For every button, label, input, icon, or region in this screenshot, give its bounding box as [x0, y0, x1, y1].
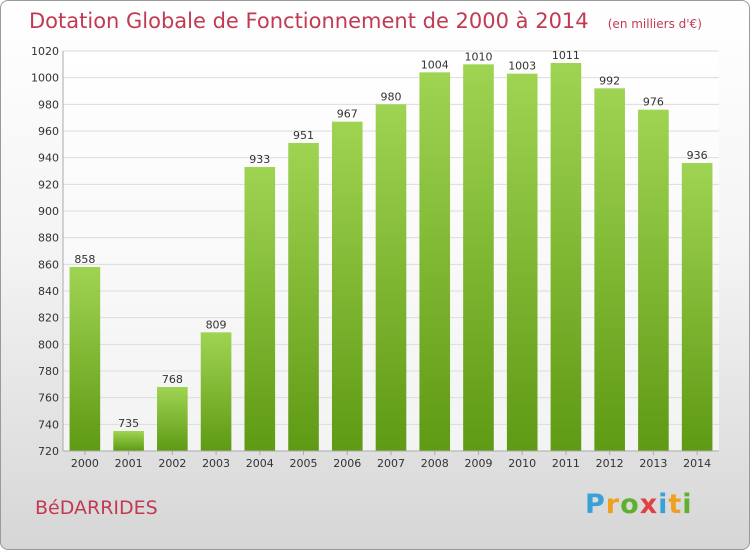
bar-2014 — [681, 163, 713, 451]
data-label: 933 — [249, 153, 270, 166]
y-tick-label: 820 — [38, 312, 59, 325]
y-tick-label: 1020 — [31, 45, 59, 58]
x-tick-label: 2001 — [115, 457, 143, 470]
data-label: 976 — [643, 96, 664, 109]
x-tick-label: 2005 — [290, 457, 318, 470]
data-label: 768 — [162, 373, 183, 386]
data-label: 858 — [74, 253, 95, 266]
data-label: 980 — [381, 90, 402, 103]
axis-layer: 720 740 760 780 800 820 840 860 880 900 920 940 960 9… — [31, 45, 719, 470]
data-label: 1010 — [464, 50, 492, 63]
y-tick-label: 720 — [38, 445, 59, 458]
bar-2001 — [113, 431, 144, 451]
bar-layer — [69, 63, 713, 452]
brand-letter: t — [668, 489, 683, 520]
y-tick-label: 740 — [38, 418, 59, 431]
x-tick-label: 2006 — [333, 457, 361, 470]
title-row: Dotation Globale de Fonctionnement de 20… — [29, 9, 702, 33]
y-tick-label: 960 — [38, 125, 59, 138]
bar-2012 — [594, 88, 625, 451]
bar-2007 — [375, 104, 407, 451]
y-tick-label: 800 — [38, 338, 59, 351]
data-label: 1004 — [421, 58, 449, 71]
brand-letter: r — [605, 489, 621, 520]
y-tick-label: 920 — [38, 178, 59, 191]
x-tick-label: 2004 — [246, 457, 274, 470]
x-tick-label: 2010 — [508, 457, 536, 470]
y-tick-label: 980 — [38, 98, 59, 111]
y-tick-label: 940 — [38, 152, 59, 165]
commune-name: BéDARRIDES — [35, 497, 158, 519]
x-tick-label: 2002 — [158, 457, 186, 470]
x-tick-label: 2000 — [71, 457, 99, 470]
bar-2000 — [69, 267, 101, 451]
bar-2008 — [419, 72, 451, 451]
x-tick-label: 2007 — [377, 457, 405, 470]
bar-2011 — [550, 63, 582, 451]
y-tick-label: 840 — [38, 285, 59, 298]
y-tick-label: 760 — [38, 392, 59, 405]
bar-2009 — [463, 64, 494, 452]
x-tick-label: 2014 — [683, 457, 711, 470]
data-label: 967 — [337, 108, 358, 121]
bar-2013 — [638, 109, 669, 452]
data-label: 1011 — [552, 49, 580, 62]
brand-letter: i — [682, 489, 693, 520]
label-layer: 858 735 768 809 933 951 967 980 1004 1010 1003 1011… — [74, 49, 707, 430]
y-tick-label: 1000 — [31, 72, 59, 85]
y-tick-label: 900 — [38, 205, 59, 218]
chart-title: Dotation Globale de Fonctionnement de 20… — [29, 9, 589, 33]
x-tick-label: 2012 — [596, 457, 624, 470]
y-tick-label: 880 — [38, 232, 59, 245]
bar-2005 — [288, 143, 319, 451]
y-tick-label: 780 — [38, 365, 59, 378]
data-label: 992 — [599, 74, 620, 87]
data-label: 936 — [687, 149, 708, 162]
bar-2003 — [200, 332, 232, 451]
x-tick-label: 2009 — [464, 457, 492, 470]
data-label: 951 — [293, 129, 314, 142]
x-tick-label: 2011 — [552, 457, 580, 470]
brand-letter: o — [620, 489, 640, 520]
brand-letter: x — [639, 489, 659, 520]
x-tick-label: 2008 — [421, 457, 449, 470]
chart-unit: (en milliers d'€) — [607, 17, 702, 31]
bar-2004 — [244, 167, 276, 451]
y-tick-label: 860 — [38, 258, 59, 271]
brand-letter: P — [585, 489, 606, 520]
bar-2002 — [157, 387, 188, 451]
brand-letter: i — [658, 489, 669, 520]
brand-logo: Proxiti — [585, 489, 693, 520]
x-tick-label: 2013 — [639, 457, 667, 470]
data-label: 735 — [118, 417, 139, 430]
x-tick-label: 2003 — [202, 457, 230, 470]
data-label: 1003 — [508, 60, 536, 73]
data-label: 809 — [206, 318, 227, 331]
bar-2010 — [506, 73, 538, 452]
bar-2006 — [331, 121, 363, 452]
